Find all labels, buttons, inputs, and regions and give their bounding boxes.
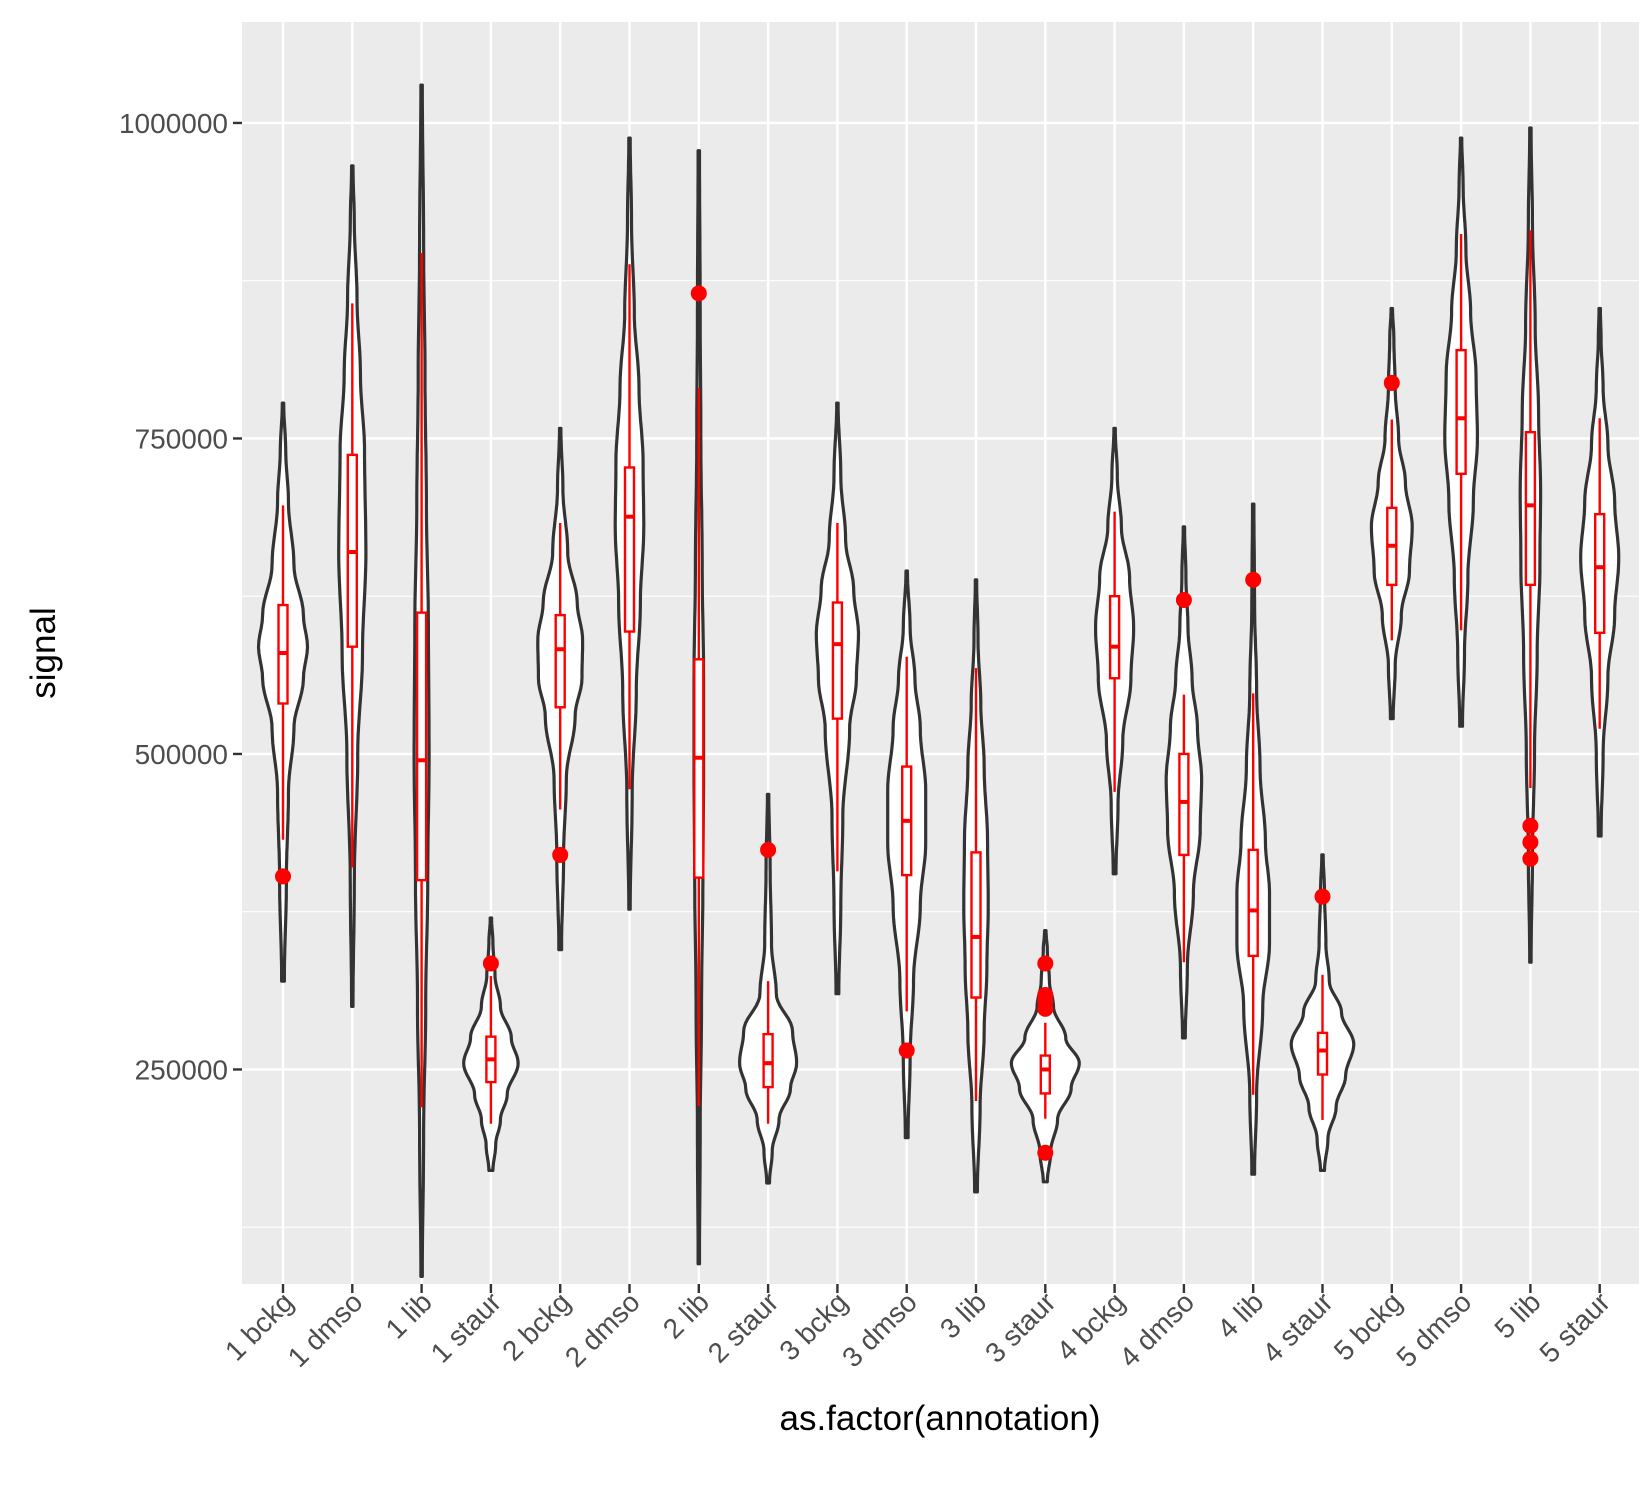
x-tick-label: 2 staur: [702, 1286, 784, 1368]
violin-group: [962, 578, 990, 1194]
x-tick-label: 2 dmso: [559, 1286, 646, 1373]
violin-group: [690, 149, 707, 1266]
y-tick-label: 250000: [135, 1054, 228, 1085]
outlier-point: [1037, 1144, 1054, 1161]
x-tick-label: 4 staur: [1256, 1286, 1338, 1368]
box: [623, 466, 636, 633]
box: [1178, 752, 1190, 857]
box: [1593, 512, 1606, 635]
box: [831, 601, 844, 720]
x-tick-label: 1 staur: [425, 1286, 507, 1368]
box: [1247, 848, 1259, 958]
box: [1039, 1054, 1052, 1095]
box: [554, 613, 566, 709]
outlier-point: [690, 285, 707, 302]
box: [415, 611, 428, 882]
x-tick-label: 4 lib: [1211, 1286, 1269, 1344]
violin-group: [1579, 306, 1621, 838]
violin-group: [412, 83, 431, 1278]
x-tick-label: 5 lib: [1488, 1286, 1546, 1344]
outlier-point: [1522, 817, 1539, 834]
outlier-point: [275, 868, 291, 885]
y-tick-label: 500000: [135, 739, 228, 770]
violin-group: [256, 401, 310, 983]
outlier-point: [760, 841, 777, 858]
violin-group: [1009, 929, 1081, 1184]
box: [1455, 348, 1467, 475]
violin-group: [337, 164, 368, 1008]
x-tick-label: 4 dmso: [1113, 1286, 1200, 1373]
outlier-point: [552, 846, 569, 863]
y-tick-label: 1000000: [119, 108, 228, 139]
box: [693, 658, 705, 879]
outlier-point: [1175, 591, 1192, 608]
outlier-point: [1522, 850, 1539, 867]
outlier-point: [482, 955, 499, 972]
box: [1108, 595, 1121, 680]
outlier-point: [898, 1042, 915, 1059]
x-tick-label: 5 staur: [1533, 1286, 1615, 1368]
box: [1524, 430, 1537, 587]
violin-group: [1164, 525, 1204, 1040]
outlier-point: [1314, 888, 1331, 905]
x-tick-label: 3 dmso: [836, 1286, 923, 1373]
violin-group: [613, 136, 646, 911]
outlier-point: [1245, 571, 1262, 588]
violin-group: [886, 569, 928, 1140]
box: [970, 851, 982, 999]
outlier-point: [1037, 955, 1054, 972]
violins-layer: [256, 83, 1621, 1278]
violin-group: [738, 792, 799, 1185]
violin-group: [1443, 136, 1479, 728]
violin-group: [1094, 426, 1136, 876]
x-tick-label: 3 lib: [934, 1286, 992, 1344]
y-axis-title: signal: [24, 607, 63, 698]
violin-group: [536, 426, 585, 952]
y-axis: 250000 500000 750000 1000000: [119, 108, 242, 1085]
violin-group: [1518, 126, 1543, 964]
y-tick-label: 750000: [135, 423, 228, 454]
violin-group: [1369, 306, 1414, 721]
box: [1316, 1031, 1329, 1076]
x-tick-label: 2 lib: [657, 1286, 715, 1344]
violin-group: [1235, 502, 1272, 1176]
box: [762, 1032, 774, 1089]
outlier-point: [1383, 374, 1400, 391]
x-axis-title: as.factor(annotation): [779, 1399, 1100, 1438]
violin-group: [1289, 853, 1356, 1172]
x-tick-label: 1 lib: [380, 1286, 438, 1344]
x-tick-label: 3 staur: [979, 1286, 1061, 1368]
plot-panel: [242, 22, 1639, 1284]
x-tick-label: 1 dmso: [282, 1286, 369, 1373]
violin-group: [814, 401, 861, 996]
outlier-point: [1522, 834, 1539, 851]
violin-group: [462, 916, 520, 1172]
outlier-point: [1037, 987, 1054, 1004]
x-tick-label: 5 dmso: [1390, 1286, 1477, 1373]
